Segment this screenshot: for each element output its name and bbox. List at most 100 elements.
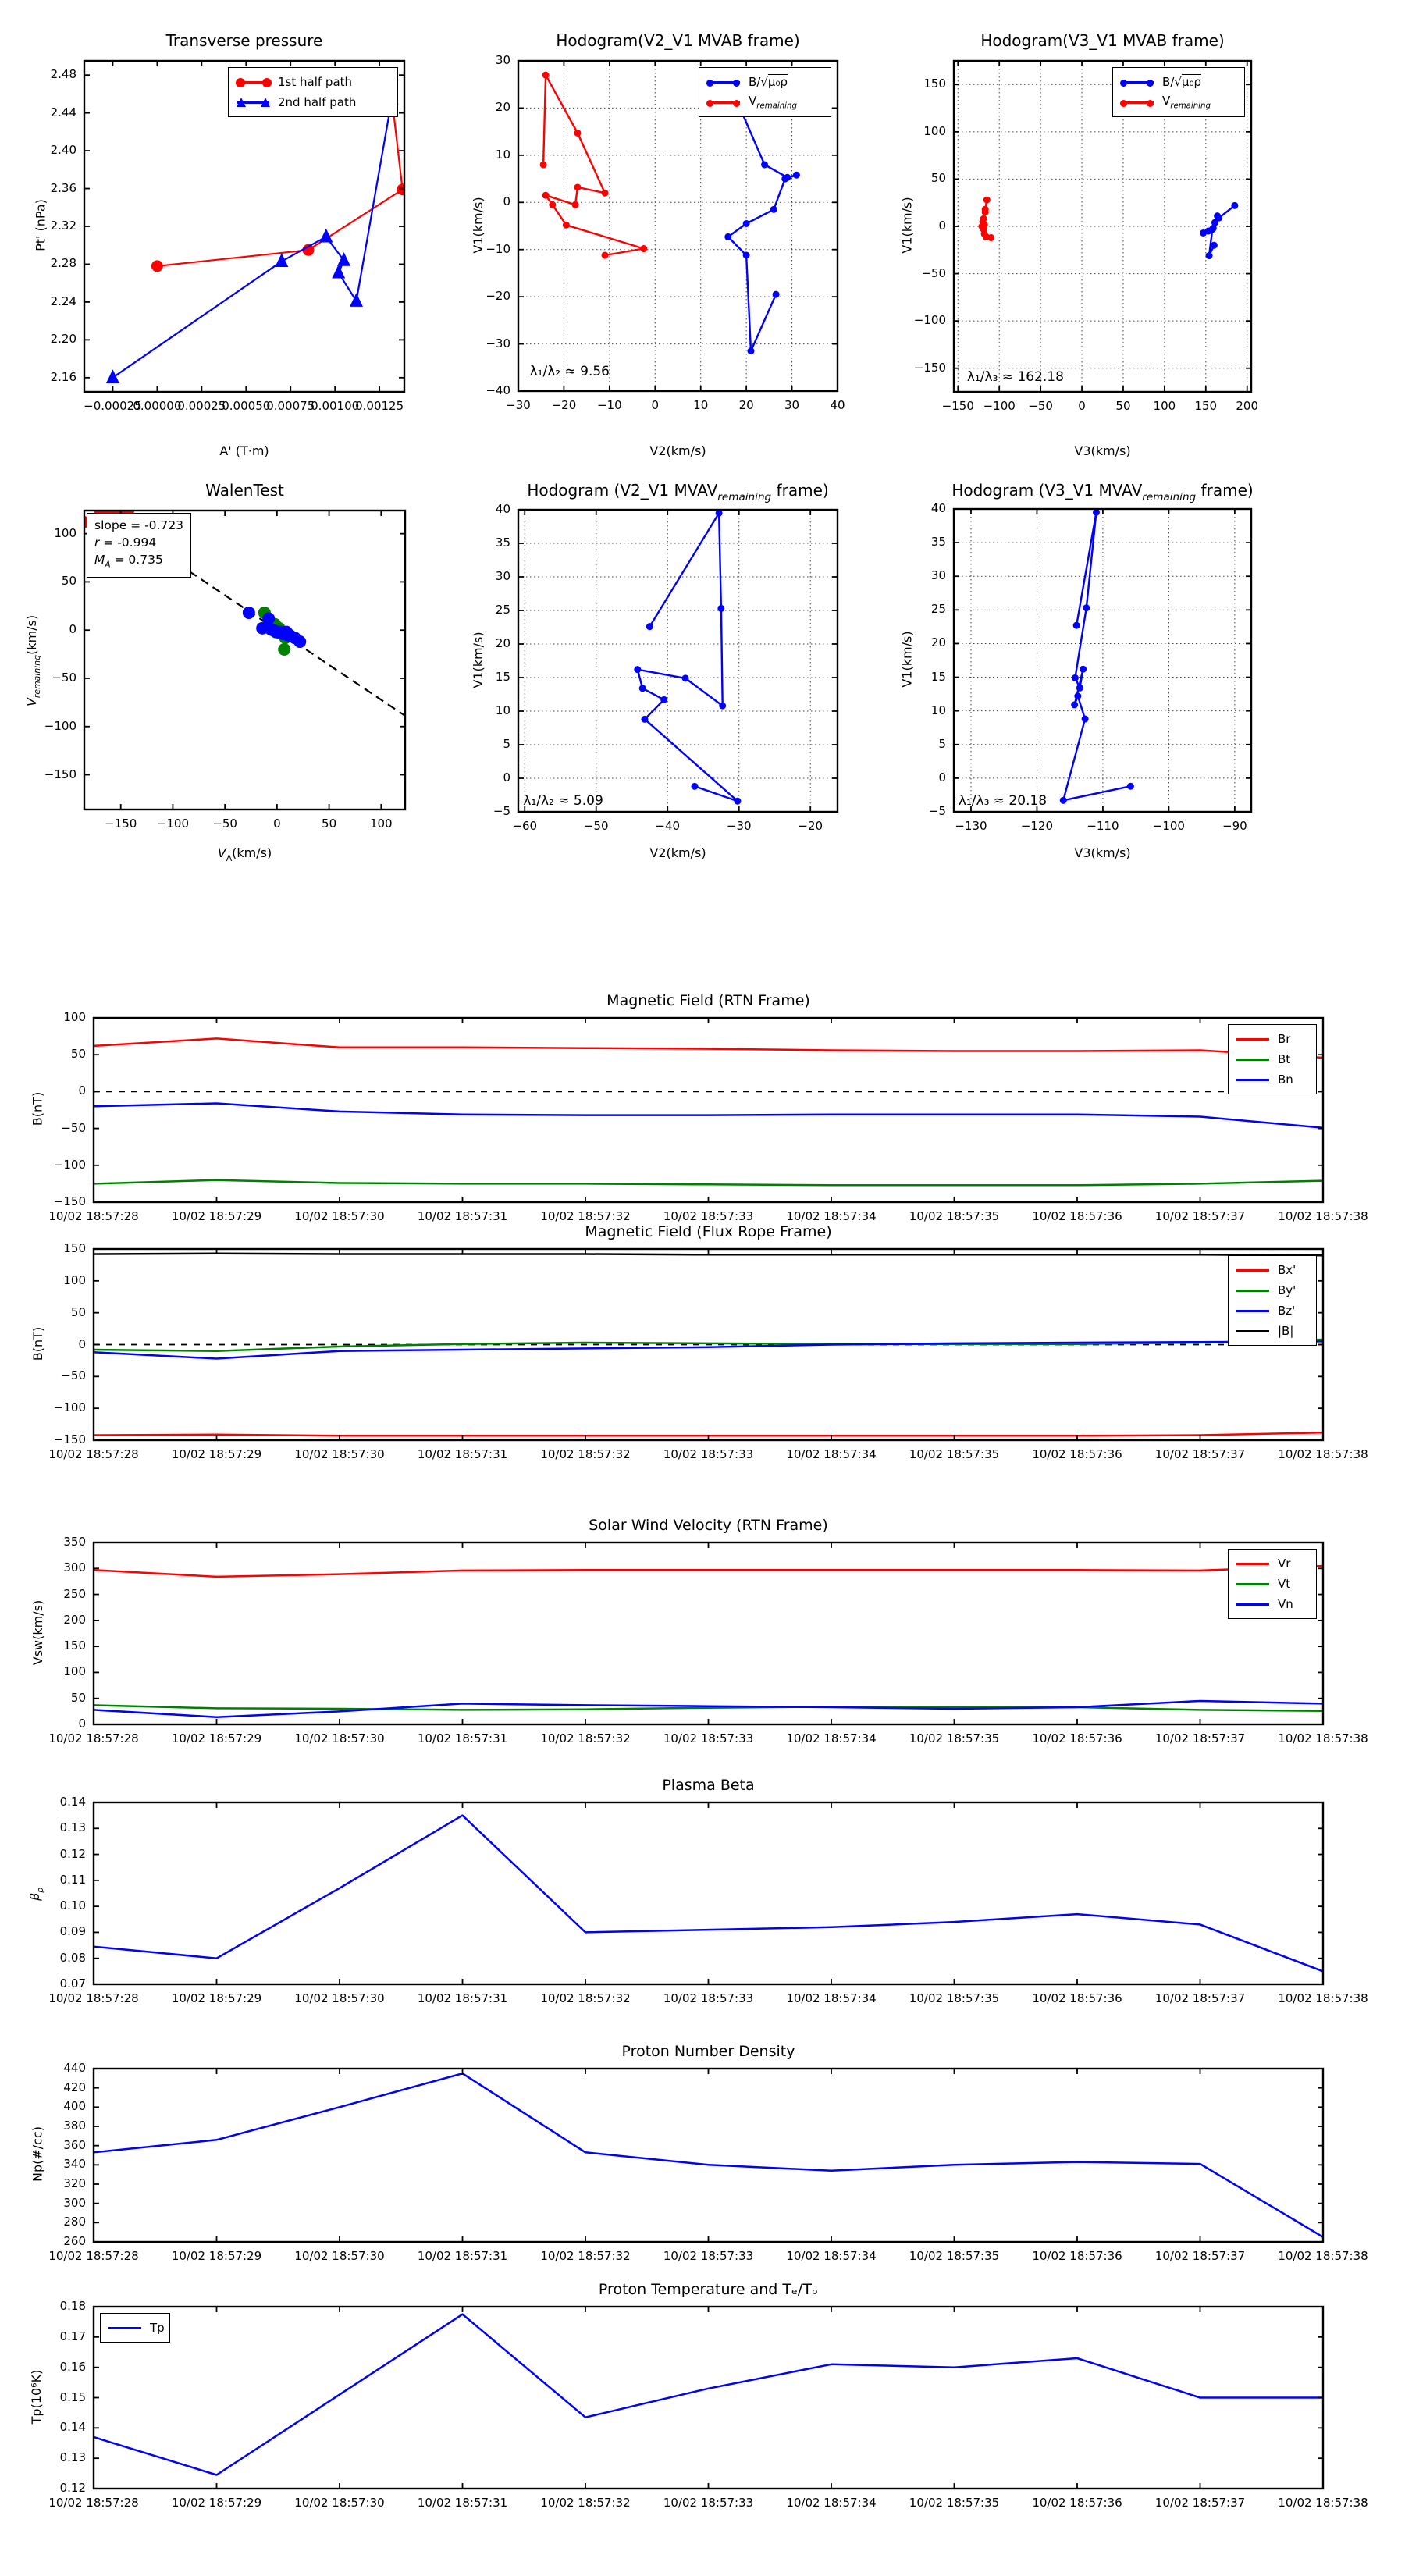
marker-dot: [1071, 701, 1079, 709]
legend-item: 2nd half path: [235, 92, 391, 112]
y-tick-label: 0.17: [59, 2329, 86, 2343]
x-tick-label: 10/02 18:57:36: [1032, 1991, 1122, 2005]
x-tick-label: −30: [506, 398, 531, 412]
x-tick-label: 10/02 18:57:33: [663, 2496, 754, 2510]
legend-transverse-pressure: 1st half path 2nd half path: [228, 67, 398, 117]
series-line-beta_p: [94, 1814, 1323, 1973]
legend-label: Bz': [1278, 1304, 1296, 1318]
y-tick-label: 2.36: [50, 180, 76, 195]
legend-line: [108, 2327, 141, 2329]
panel-title-hodogram-v2v1-mvab: Hodogram(V2_V1 MVAB frame): [556, 31, 800, 50]
y-tick-label: 30: [930, 568, 946, 583]
x-tick-label: −40: [655, 819, 681, 833]
y-tick-label: 250: [63, 1586, 86, 1601]
y-tick-label: 0.08: [59, 1950, 86, 1965]
x-tick-label: 30: [784, 398, 800, 412]
y-tick-label: 260: [63, 2234, 86, 2248]
x-axis-label: V2(km/s): [649, 443, 706, 458]
y-tick-label: 0: [78, 1083, 86, 1098]
x-tick-label: 10/02 18:57:34: [786, 1209, 877, 1223]
y-axis-label: V1(km/s): [470, 631, 486, 688]
y-tick-label: 50: [70, 1690, 86, 1705]
text-segment: B/√: [749, 75, 768, 89]
x-tick-label: 10/02 18:57:38: [1278, 1209, 1368, 1223]
marker-dot: [681, 674, 689, 682]
marker-dot: [638, 685, 646, 692]
panel-title-magnetic-field-flux-rope: Magnetic Field (Flux Rope Frame): [585, 1223, 832, 1240]
legend-item: |B|: [1235, 1321, 1310, 1341]
y-tick-label: 20: [495, 100, 510, 115]
y-tick-label: 320: [63, 2176, 86, 2190]
x-tick-label: 10/02 18:57:37: [1154, 1991, 1246, 2005]
y-tick-label: 420: [63, 2080, 86, 2094]
legend-proton-temperature: Tp: [100, 2313, 170, 2343]
series-line-V2_V1 path: [636, 512, 739, 802]
y-tick-label: 400: [63, 2099, 86, 2114]
marker-triangle: [332, 264, 346, 279]
x-tick-label: 10/02 18:57:35: [909, 1991, 1000, 2005]
marker-dot: [542, 71, 550, 79]
marker-dot: [761, 161, 769, 169]
text-segment: B/√: [1162, 75, 1182, 89]
text-segment: V: [1162, 94, 1171, 109]
x-tick-label: 10/02 18:57:38: [1278, 1991, 1368, 2005]
x-tick-label: −10: [597, 398, 622, 412]
legend-marker-dot: [1147, 79, 1154, 87]
panel-title-solar-wind-velocity: Solar Wind Velocity (RTN Frame): [589, 1517, 828, 1534]
legend-item: Bx': [1235, 1260, 1310, 1280]
x-tick-label: 10/02 18:57:34: [786, 1731, 877, 1745]
x-tick-label: −0.00025: [84, 399, 142, 413]
y-tick-label: 150: [63, 1638, 86, 1653]
legend-item: Vn: [1235, 1594, 1310, 1614]
y-tick-label: −5: [928, 804, 946, 818]
x-tick-label: 0.00100: [311, 399, 360, 413]
marker-dot: [717, 604, 725, 612]
x-tick-label: 10/02 18:57:35: [909, 2496, 1000, 2510]
y-tick-label: 150: [923, 76, 946, 91]
x-tick-label: 10/02 18:57:32: [540, 2249, 631, 2263]
marker-triangle: [319, 228, 333, 243]
text-segment: M: [94, 553, 105, 567]
stats-ma: MA = 0.735: [94, 551, 183, 574]
text-segment: μ₀ρ: [1181, 75, 1201, 89]
x-tick-label: 50: [322, 817, 337, 831]
x-tick-label: −50: [212, 817, 237, 831]
y-tick-label: 380: [63, 2119, 86, 2133]
y-tick-label: −50: [61, 1120, 86, 1135]
marker-dot: [574, 129, 582, 137]
x-tick-label: 10/02 18:57:34: [786, 1447, 877, 1461]
marker-triangle: [337, 252, 351, 266]
legend-item: By': [1235, 1280, 1310, 1300]
y-tick-label: 20: [495, 636, 510, 650]
x-tick-label: −110: [1087, 819, 1119, 833]
y-tick-label: 40: [495, 502, 510, 516]
y-tick-label: 0.12: [59, 1846, 86, 1861]
x-tick-label: 10/02 18:57:37: [1154, 2249, 1246, 2263]
x-tick-label: −120: [1020, 819, 1054, 833]
legend-label: B/√μ₀ρ: [1162, 75, 1201, 89]
axes-frame: [83, 509, 407, 811]
x-axis-label: V2(km/s): [649, 845, 706, 860]
x-tick-label: 10/02 18:57:33: [663, 1991, 754, 2005]
panel-title-proton-temperature: Proton Temperature and Tₑ/Tₚ: [598, 2281, 819, 2298]
legend-label: |B|: [1278, 1324, 1294, 1338]
marker-dot: [772, 290, 780, 298]
x-tick-label: 10/02 18:57:38: [1278, 2496, 1368, 2510]
x-tick-label: −20: [551, 398, 577, 412]
series-line-Vr: [94, 1564, 1323, 1578]
x-tick-label: −30: [726, 819, 752, 833]
marker-dot: [1208, 226, 1216, 233]
marker-dot: [262, 612, 276, 625]
y-tick-label: 50: [70, 1047, 86, 1062]
legend-line: [1236, 1079, 1269, 1081]
marker-dot: [742, 251, 750, 259]
y-tick-label: −50: [921, 265, 946, 280]
y-tick-label: −40: [486, 383, 510, 397]
legend-item: Vr: [1235, 1553, 1310, 1574]
x-tick-label: −150: [105, 817, 137, 831]
x-tick-label: 40: [830, 398, 845, 412]
marker-dot: [646, 623, 653, 631]
x-tick-label: −90: [1222, 819, 1247, 833]
x-tick-label: 200: [1236, 399, 1259, 413]
series-line-By': [94, 1338, 1323, 1352]
